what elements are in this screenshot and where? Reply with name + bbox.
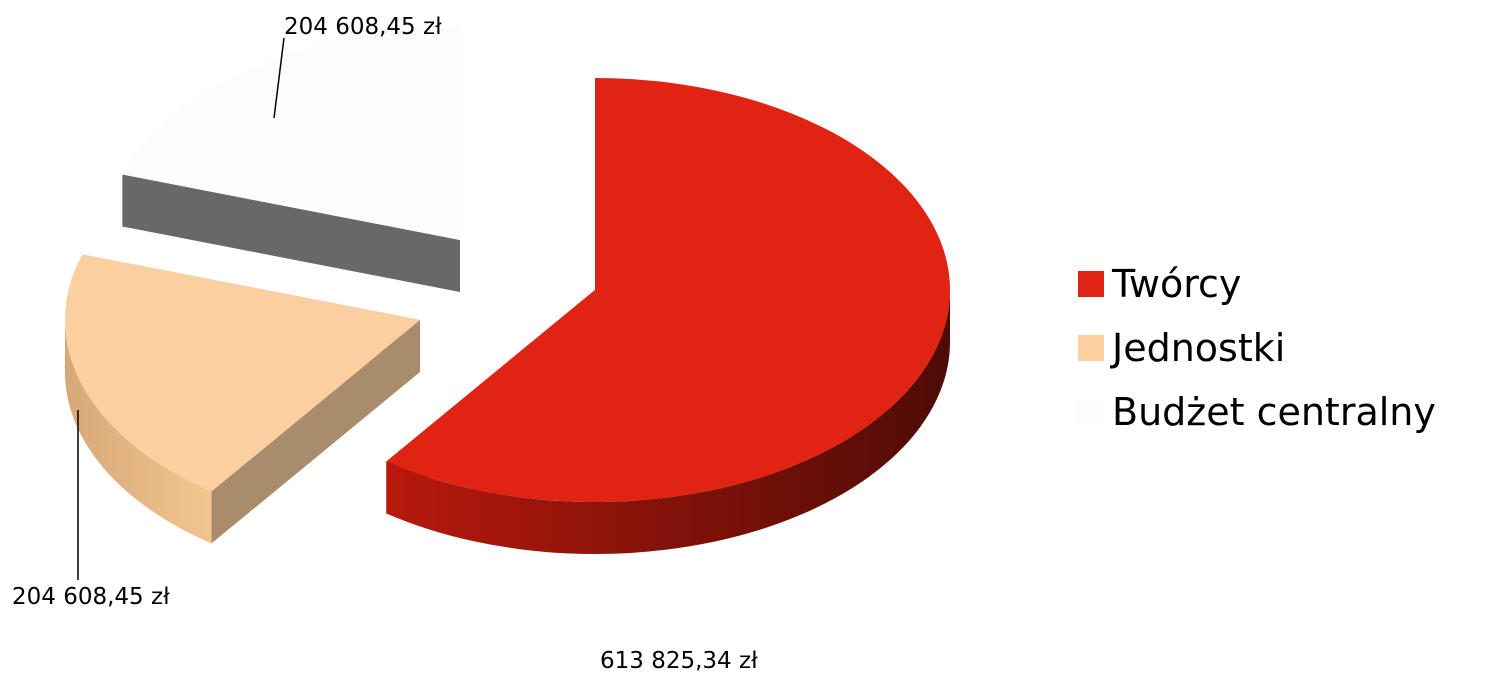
legend-swatch — [1078, 335, 1104, 361]
pie-slice-top — [386, 78, 950, 502]
legend-label: Budżet centralny — [1112, 390, 1436, 434]
data-label: 204 608,45 zł — [12, 584, 170, 610]
legend-swatch — [1078, 399, 1104, 425]
data-label-leader-line — [273, 37, 285, 119]
pie-slice — [122, 28, 460, 292]
data-label: 204 608,45 zł — [284, 14, 442, 40]
legend-label: Twórcy — [1112, 262, 1242, 306]
legend: Twórcy Jednostki Budżet centralny — [1078, 252, 1436, 444]
pie-slice — [65, 254, 420, 544]
pie-slice-outer-side — [386, 290, 950, 554]
legend-item: Budżet centralny — [1078, 380, 1436, 444]
pie-slice-outer-side — [65, 320, 212, 544]
data-label: 613 825,34 zł — [600, 648, 758, 674]
legend-label: Jednostki — [1112, 326, 1286, 370]
legend-swatch — [1078, 271, 1104, 297]
pie-slice-top — [65, 254, 420, 492]
legend-item: Jednostki — [1078, 316, 1436, 380]
legend-item: Twórcy — [1078, 252, 1436, 316]
pie-slice — [386, 78, 950, 554]
pie-slice-radial-side — [211, 320, 420, 544]
pie-slice-radial-side — [122, 174, 460, 292]
pie-slice-top — [122, 28, 460, 240]
